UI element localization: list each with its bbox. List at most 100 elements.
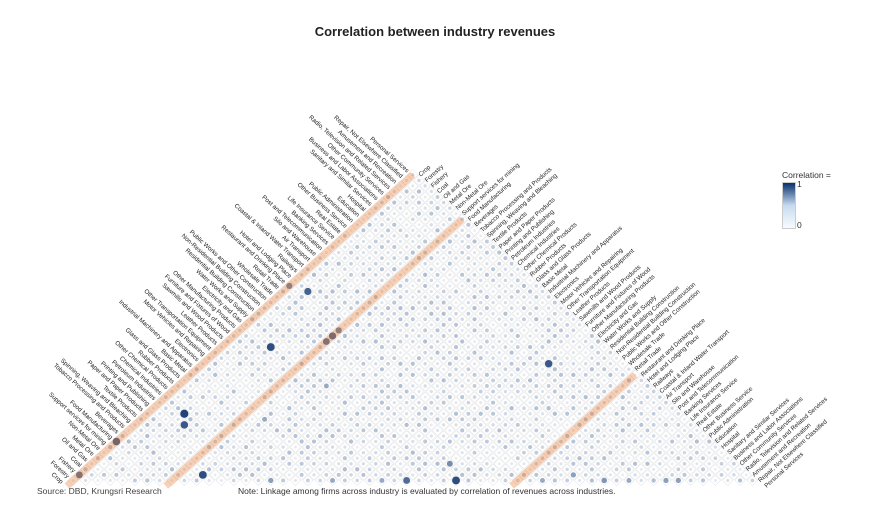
correlation-point [584,328,588,332]
correlation-point [287,461,292,466]
grid-cell [648,474,660,486]
correlation-point [558,328,564,333]
correlation-point [460,351,464,355]
correlation-point [238,462,242,466]
grid-cell [431,358,444,370]
grid-cell [401,430,413,442]
grid-cell [401,463,413,475]
grid-cell [561,397,573,409]
correlation-point [170,411,174,416]
correlation-point [491,445,495,449]
grid-cell [499,274,511,286]
correlation-point [719,472,724,477]
grid-cell [259,358,271,370]
grid-cell [191,441,203,453]
grid-cell [197,435,209,448]
grid-cell [450,452,462,464]
correlation-point [361,462,366,466]
correlation-point [386,273,390,277]
grid-cell [413,419,425,431]
correlation-point [157,422,162,427]
correlation-point [571,395,576,400]
correlation-point [170,389,174,394]
grid-cell [382,280,394,292]
correlation-point [621,450,625,455]
correlation-point [330,289,335,294]
correlation-point [435,417,440,422]
correlation-point [423,272,428,277]
correlation-point [584,351,588,355]
correlation-point [225,462,230,466]
correlation-point [398,383,403,389]
grid-cell [166,474,178,486]
grid-cell [413,285,425,298]
grid-cell [499,419,511,431]
correlation-point [213,417,217,421]
correlation-point [473,340,476,343]
correlation-point [559,450,563,455]
grid-cell [586,397,598,409]
grid-cell [154,408,166,420]
correlation-point [423,384,427,388]
correlation-point [330,245,335,249]
grid-cell [672,452,684,464]
correlation-point [583,417,588,422]
grid-cell [506,469,518,481]
correlation-point [269,367,273,371]
correlation-point [608,440,612,444]
correlation-point [367,400,372,405]
correlation-point [411,339,415,344]
correlation-point [405,245,409,249]
grid-cell [487,308,499,320]
grid-cell [320,280,332,292]
grid-cell [160,413,172,425]
correlation-point [435,350,440,355]
correlation-point [386,262,390,266]
grid-cell [277,419,289,431]
grid-cell [364,285,376,298]
grid-cell [493,435,505,448]
correlation-point [275,295,279,299]
correlation-point [497,373,501,377]
grid-cell [252,308,264,320]
grid-cell [141,463,153,475]
correlation-point [423,361,427,366]
correlation-point [275,362,279,366]
correlation-point [262,428,267,433]
correlation-point [269,312,273,316]
correlation-point [349,328,353,333]
correlation-point [559,351,563,355]
grid-cell [320,435,332,448]
grid-cell [296,435,308,448]
grid-cell [444,280,456,292]
correlation-point [318,467,322,471]
correlation-point [305,400,310,405]
grid-cell [351,385,363,398]
correlation-point [411,473,415,477]
grid-cell [438,474,450,486]
grid-cell [481,269,493,281]
grid-cell [567,369,579,381]
grid-cell [339,297,351,309]
grid-cell [617,458,629,470]
correlation-point [416,189,422,194]
grid-cell [302,419,314,431]
grid-cell [302,441,314,453]
grid-cell [499,263,511,275]
correlation-point [583,461,588,466]
grid-cell [438,219,450,231]
correlation-point [608,462,612,466]
correlation-point [380,256,384,261]
grid-cell [320,402,332,414]
grid-cell [246,458,258,470]
grid-cell [154,452,166,464]
grid-cell [413,352,425,364]
grid-cell [481,413,493,425]
correlation-point [559,473,563,477]
grid-cell [468,391,481,403]
grid-cell [456,302,468,314]
correlation-point [435,284,440,288]
correlation-point [497,306,501,310]
correlation-point [380,378,384,383]
correlation-point [361,428,366,433]
